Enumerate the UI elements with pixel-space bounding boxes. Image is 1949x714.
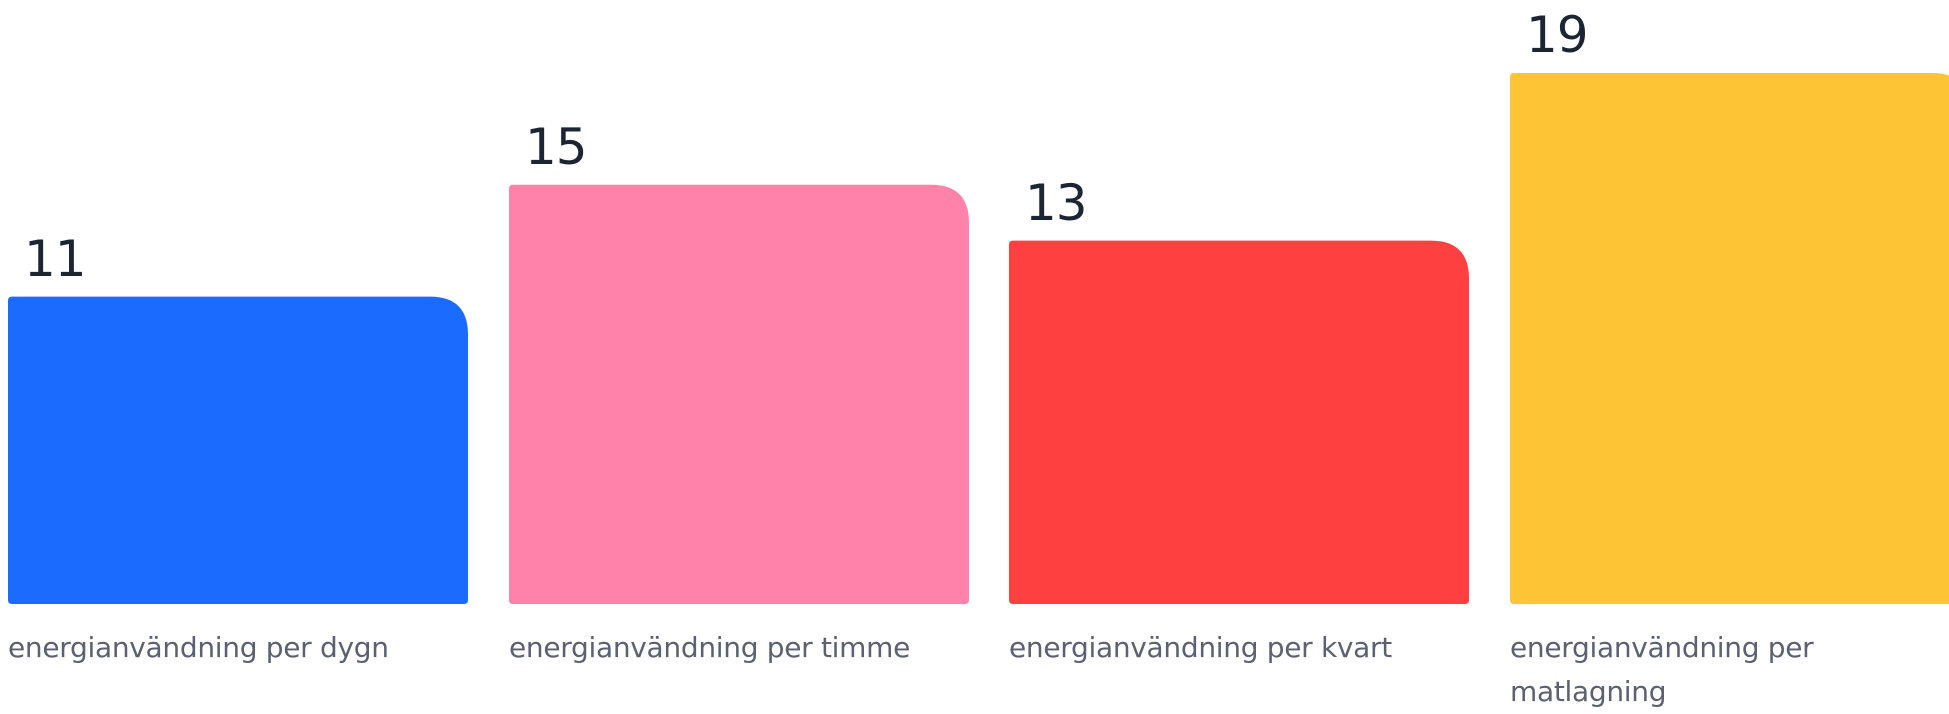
- bar-2: [509, 184, 969, 604]
- bar-3: [1009, 240, 1469, 604]
- bar-value-label-1: 11: [24, 229, 87, 288]
- bar-value-label-4: 19: [1526, 6, 1589, 64]
- bar-1: [8, 296, 468, 604]
- category-label-1: energianvändning per dygn: [8, 631, 389, 664]
- bar-value-label-2: 15: [525, 117, 588, 176]
- bar-4: [1510, 73, 1949, 604]
- category-label-2: energianvändning per timme: [509, 631, 911, 664]
- bar-value-label-3: 13: [1025, 173, 1088, 232]
- category-label-3: energianvändning per kvart: [1009, 631, 1392, 664]
- category-label-4: energianvändning per matlagning: [1510, 631, 1814, 708]
